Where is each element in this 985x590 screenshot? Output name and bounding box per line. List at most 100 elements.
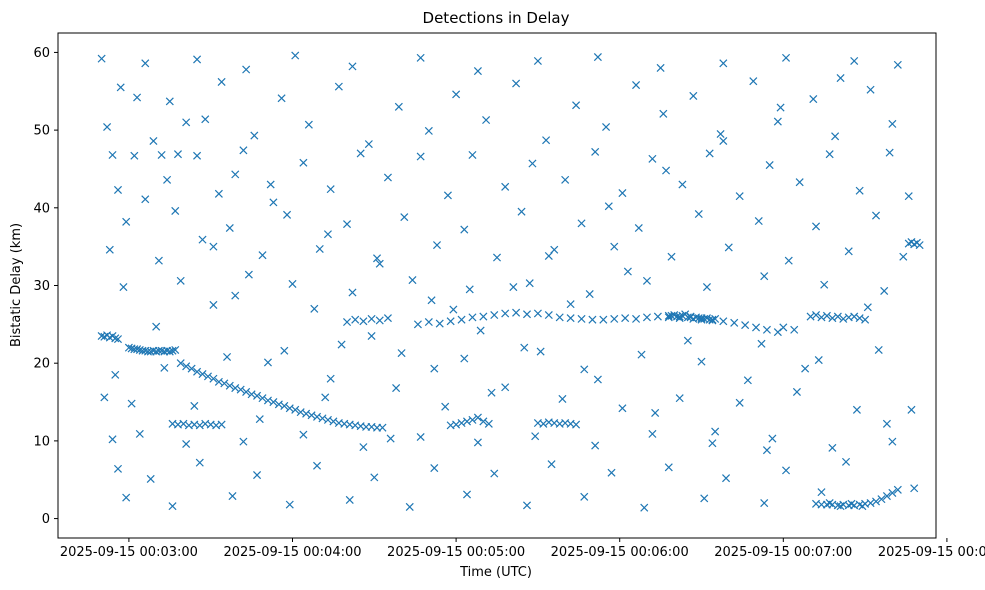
data-point-x-marker — [572, 101, 581, 110]
data-point-x-marker — [236, 385, 245, 394]
data-point-x-marker — [214, 377, 223, 386]
data-point-x-marker — [866, 499, 875, 508]
data-point-x-marker — [790, 325, 799, 334]
data-point-x-marker — [765, 161, 774, 170]
data-point-x-marker — [512, 308, 521, 317]
data-point-x-marker — [416, 432, 425, 442]
data-point-x-marker — [656, 63, 665, 72]
data-point-x-marker — [171, 206, 180, 215]
data-point-x-marker — [457, 418, 466, 428]
data-point-x-marker — [512, 79, 521, 88]
plot-frame — [57, 32, 937, 539]
data-point-x-marker — [833, 312, 842, 321]
data-point-x-marker — [416, 152, 425, 161]
data-point-x-marker — [97, 54, 106, 63]
data-point-x-marker — [604, 202, 613, 211]
data-point-x-marker — [858, 502, 867, 511]
data-point-x-marker — [675, 312, 684, 321]
data-point-x-marker — [446, 317, 455, 326]
y-axis-title: Bistatic Delay (km) — [9, 223, 24, 347]
data-point-x-marker — [157, 150, 166, 160]
data-point-x-marker — [907, 405, 916, 414]
data-point-x-marker — [637, 350, 646, 359]
data-point-x-marker — [321, 393, 330, 402]
data-point-x-marker — [866, 85, 875, 94]
data-point-x-marker — [700, 494, 709, 503]
data-point-x-marker — [343, 220, 352, 229]
data-point-x-marker — [280, 346, 289, 355]
data-point-x-marker — [277, 94, 286, 103]
y-tick-label: 10 — [33, 434, 50, 449]
data-point-x-marker — [593, 53, 602, 62]
data-point-x-marker — [814, 356, 823, 365]
data-point-x-marker — [231, 384, 240, 393]
data-point-x-marker — [133, 345, 142, 354]
data-point-x-marker — [487, 388, 496, 397]
data-point-x-marker — [400, 213, 409, 222]
data-point-x-marker — [607, 468, 616, 477]
data-point-x-marker — [809, 95, 818, 104]
y-tick-label: 50 — [33, 124, 50, 139]
data-point-x-marker — [310, 304, 319, 313]
data-point-x-marker — [141, 195, 150, 204]
data-point-x-marker — [528, 159, 537, 168]
data-point-x-marker — [182, 118, 191, 127]
data-point-x-marker — [561, 175, 570, 184]
data-point-x-marker — [193, 55, 202, 64]
data-point-x-marker — [435, 319, 444, 328]
data-point-x-marker — [176, 276, 185, 285]
data-point-x-marker — [634, 223, 643, 233]
data-point-x-marker — [640, 503, 649, 512]
data-point-x-marker — [533, 56, 542, 65]
data-point-x-marker — [762, 325, 771, 334]
data-point-x-marker — [476, 326, 485, 335]
data-point-x-marker — [828, 443, 837, 452]
data-point-x-marker — [735, 192, 744, 201]
y-tick-label: 60 — [33, 46, 50, 61]
x-tick-label: 2025-09-15 00:06:00 — [551, 545, 689, 560]
data-point-x-marker — [893, 60, 902, 69]
data-point-x-marker — [100, 393, 109, 402]
data-point-x-marker — [779, 323, 788, 332]
data-point-x-marker — [190, 401, 199, 410]
data-point-x-marker — [812, 310, 821, 320]
data-point-x-marker — [416, 53, 425, 62]
data-point-x-marker — [566, 300, 575, 309]
data-point-x-marker — [525, 279, 534, 288]
data-point-x-marker — [705, 149, 714, 158]
data-point-x-marker — [642, 313, 651, 322]
data-point-x-marker — [735, 398, 744, 407]
data-point-x-marker — [904, 192, 913, 201]
data-point-x-marker — [863, 303, 872, 312]
data-point-x-marker — [367, 331, 376, 341]
data-point-x-marker — [223, 352, 232, 362]
data-point-x-marker — [861, 315, 870, 324]
data-point-x-marker — [588, 315, 597, 324]
data-point-x-marker — [326, 185, 335, 194]
data-point-x-marker — [479, 417, 488, 426]
data-point-x-marker — [585, 290, 594, 299]
data-point-x-marker — [356, 149, 365, 158]
data-point-x-marker — [760, 272, 769, 281]
data-point-x-marker — [348, 288, 357, 297]
data-point-x-marker — [683, 336, 692, 345]
data-series — [97, 51, 924, 512]
data-point-x-marker — [662, 166, 671, 175]
data-point-x-marker — [460, 225, 469, 234]
data-point-x-marker — [882, 492, 891, 501]
data-point-x-marker — [533, 309, 542, 318]
data-point-x-marker — [910, 484, 919, 493]
data-point-x-marker — [468, 415, 477, 424]
data-point-x-marker — [473, 67, 482, 76]
data-point-x-marker — [307, 411, 316, 420]
data-point-x-marker — [888, 119, 897, 128]
data-point-x-marker — [893, 485, 902, 494]
data-point-x-marker — [874, 345, 883, 355]
data-point-x-marker — [127, 399, 136, 408]
data-point-x-marker — [217, 77, 226, 86]
data-point-x-marker — [187, 364, 196, 373]
data-point-x-marker — [154, 256, 163, 265]
data-point-x-marker — [432, 241, 442, 250]
data-point-x-marker — [694, 209, 703, 219]
data-point-x-marker — [757, 339, 766, 348]
